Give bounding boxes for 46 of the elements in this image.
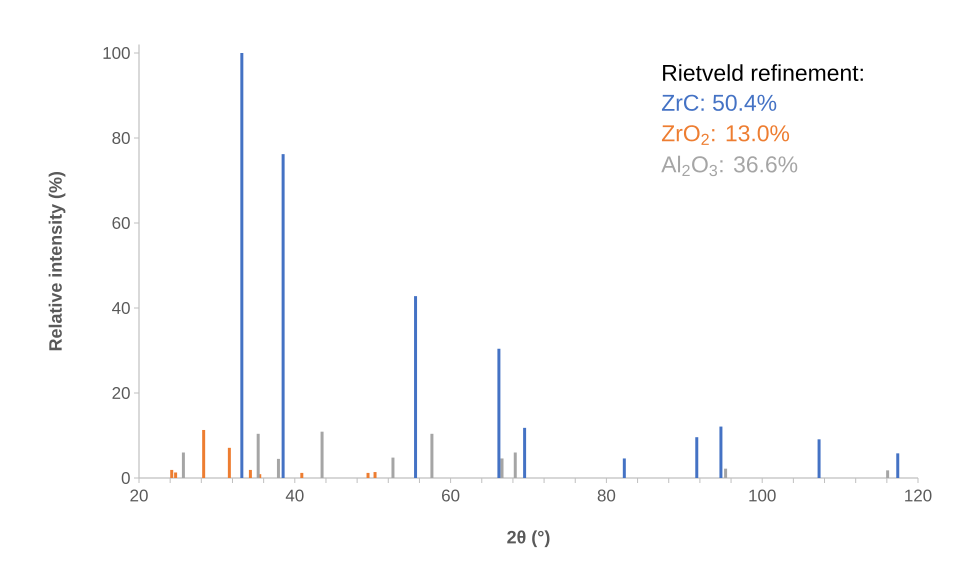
bar [366,472,370,478]
bar [174,472,178,478]
x-tick-label: 120 [905,490,932,502]
bar [430,434,434,478]
bar [886,470,890,478]
annotation: Rietveld refinement: [663,64,863,82]
y-tick-label: 80 [112,132,130,144]
bar [724,468,728,478]
bar [300,472,304,478]
bar [391,458,394,478]
bar [514,452,517,478]
bar [414,296,418,478]
bar [240,52,244,478]
y-axis-title: Relative intensity (%) [48,172,66,350]
bar [497,348,500,478]
bar [500,458,504,478]
x-tick-label: 60 [442,490,460,502]
bar [695,437,698,478]
annotation: ZrO$_{2}$: 13.0% [662,125,790,145]
bar [896,453,900,478]
bar [248,470,252,478]
y-tick-label: 60 [112,217,130,229]
bar [276,458,280,478]
x-tick-label: 40 [286,490,304,502]
bar [320,432,324,478]
bar [282,154,285,478]
annotation: ZrC: 50.4% [662,94,776,111]
bar [622,458,626,478]
bar [523,428,526,478]
x-tick-label: 100 [749,490,776,502]
y-tick-label: 40 [112,302,130,314]
x-tick-label: 20 [130,490,148,502]
bar [374,472,377,478]
bar [256,434,260,478]
annotation: Al$_{2}$O$_{3}$: 36.6% [661,156,798,176]
bar [202,430,206,478]
bar [170,470,174,478]
x-tick-label: 80 [598,490,616,502]
bar [719,426,722,478]
x-axis-title: 2θ (°) [507,530,550,548]
bar [818,439,821,478]
bar [182,452,185,478]
y-tick-label: 0 [122,472,130,484]
y-tick-label: 20 [112,387,130,399]
y-tick-label: 100 [104,47,130,59]
bar [228,448,231,478]
